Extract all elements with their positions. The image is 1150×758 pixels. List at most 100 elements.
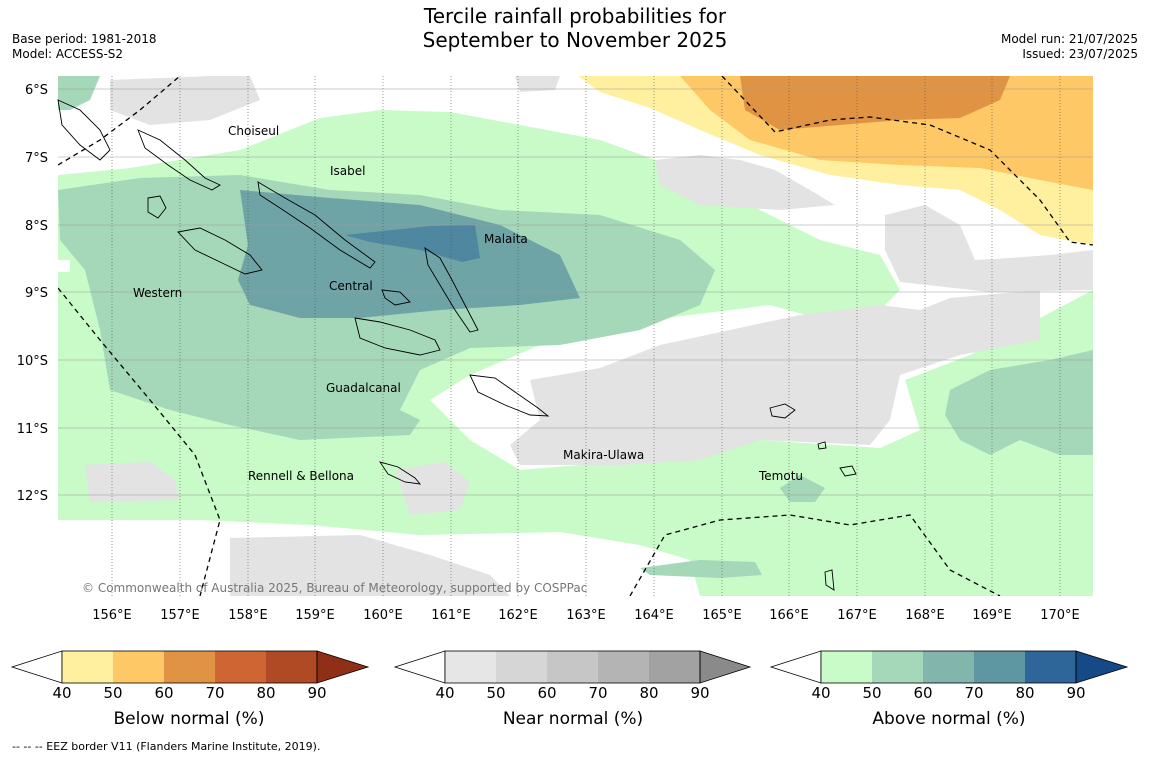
tick-label: 50 — [486, 684, 506, 702]
tick-label: 50 — [862, 684, 882, 702]
tick-label: 90 — [307, 684, 327, 702]
above-normal-70-80-region — [345, 225, 480, 262]
tick-label: 40 — [435, 684, 455, 702]
above-normal-50-60-nw — [58, 76, 100, 110]
copyright-notice: © Commonwealth of Australia 2025, Bureau… — [82, 581, 587, 595]
tick-label: 60 — [154, 684, 174, 702]
tick-label: 80 — [256, 684, 276, 702]
tick-label: 70 — [588, 684, 608, 702]
guadalcanal-island — [354, 317, 441, 356]
tick-label: 70 — [205, 684, 225, 702]
latitude-lines — [58, 88, 1093, 496]
colorbar-below-normal — [10, 650, 370, 684]
lon-label: 163°E — [566, 608, 606, 623]
lat-label: 10°S — [17, 354, 48, 369]
colorbar-label-near: Near normal (%) — [502, 709, 644, 729]
small-island-2 — [824, 569, 835, 591]
place-label-makira: Makira-Ulawa — [563, 448, 644, 462]
lon-label: 167°E — [837, 608, 877, 623]
small-island-1 — [839, 465, 857, 477]
model-run: Model run: 21/07/2025 — [1000, 32, 1138, 46]
probability-shading — [58, 76, 1093, 596]
lat-label: 7°S — [25, 151, 48, 166]
colorbar-label-above: Above normal (%) — [872, 709, 1026, 729]
place-label-choiseul: Choiseul — [228, 124, 279, 138]
place-label-western: Western — [133, 286, 182, 300]
eez-footnote: -- -- -- EEZ border V11 (Flanders Marine… — [12, 740, 321, 753]
lon-label: 170°E — [1040, 608, 1080, 623]
santa-cruz-island — [769, 403, 796, 419]
below-normal-60-70-region — [740, 76, 1010, 130]
near-normal-east-region — [510, 290, 1040, 465]
tick-label: 90 — [690, 684, 710, 702]
above-normal-50-60-east — [945, 350, 1093, 455]
lat-label: 11°S — [17, 422, 48, 437]
lon-label: 159°E — [295, 608, 335, 623]
lon-label: 164°E — [634, 608, 674, 623]
tick-label: 40 — [52, 684, 72, 702]
above-normal-50-60-south — [640, 560, 762, 578]
place-label-malaita: Malaita — [484, 232, 528, 246]
nggela-island — [381, 289, 411, 306]
lon-label: 156°E — [92, 608, 132, 623]
near-normal-south-region — [230, 535, 510, 596]
issued-date: Issued: 23/07/2025 — [1022, 47, 1138, 61]
place-label-central: Central — [329, 279, 373, 293]
province-labels: Choiseul Isabel Malaita Western Central … — [133, 124, 803, 483]
lat-label: 8°S — [25, 219, 48, 234]
longitude-labels: 156°E 157°E 158°E 159°E 160°E 161°E 162°… — [92, 608, 1080, 623]
tick-label: 60 — [537, 684, 557, 702]
lat-label: 6°S — [25, 83, 48, 98]
lon-label: 169°E — [972, 608, 1012, 623]
tick-label: 70 — [964, 684, 984, 702]
place-label-isabel: Isabel — [330, 164, 365, 178]
near-normal-southwest-region — [85, 462, 180, 502]
meta-right: Model run: 21/07/2025 Issued: 23/07/2025 — [1001, 32, 1138, 62]
malaita-island — [424, 247, 479, 333]
choiseul-island — [137, 129, 221, 191]
near-normal-north — [515, 76, 560, 92]
coastlines — [57, 99, 857, 591]
lat-label: 12°S — [17, 489, 48, 504]
meta-left: Base period: 1981-2018 Model: ACCESS-S2 — [12, 32, 157, 62]
white-gap-west — [58, 260, 70, 272]
small-island-3 — [817, 441, 827, 450]
tick-label: 40 — [811, 684, 831, 702]
lon-label: 158°E — [228, 608, 268, 623]
new-georgia-island — [177, 227, 263, 275]
lon-label: 166°E — [769, 608, 809, 623]
tick-label: 90 — [1066, 684, 1086, 702]
tick-label: 80 — [639, 684, 659, 702]
eez-border — [58, 76, 1093, 596]
chart-title: Tercile rainfall probabilities for Septe… — [0, 4, 1150, 52]
lon-label: 157°E — [160, 608, 200, 623]
tick-label: 60 — [913, 684, 933, 702]
near-normal-northcentral — [655, 155, 835, 210]
colorbar-near-normal — [393, 650, 752, 684]
makira-island — [469, 374, 550, 417]
place-label-rennell: Rennell & Bellona — [248, 469, 354, 483]
isabel-island — [257, 181, 376, 269]
colorbar-above-normal — [769, 650, 1129, 684]
colorbar-label-below: Below normal (%) — [113, 709, 265, 729]
tick-label: 50 — [103, 684, 123, 702]
base-period: Base period: 1981-2018 — [12, 32, 157, 46]
rennell-island — [378, 461, 422, 485]
place-label-guadalcanal: Guadalcanal — [326, 381, 401, 395]
title-line-2: September to November 2025 — [422, 28, 728, 52]
vella-island — [147, 195, 167, 219]
latitude-labels: 6°S 7°S 8°S 9°S 10°S 11°S 12°S — [17, 83, 48, 504]
lon-label: 165°E — [702, 608, 742, 623]
lon-label: 161°E — [431, 608, 471, 623]
near-normal-east-small — [885, 205, 1093, 292]
model-name: Model: ACCESS-S2 — [12, 47, 124, 61]
lon-label: 168°E — [905, 608, 945, 623]
near-normal-northwest — [110, 76, 260, 125]
place-label-temotu: Temotu — [758, 469, 803, 483]
lon-label: 160°E — [363, 608, 403, 623]
tick-label: 80 — [1015, 684, 1035, 702]
title-line-1: Tercile rainfall probabilities for — [423, 4, 727, 28]
lon-label: 162°E — [498, 608, 538, 623]
lat-label: 9°S — [25, 286, 48, 301]
